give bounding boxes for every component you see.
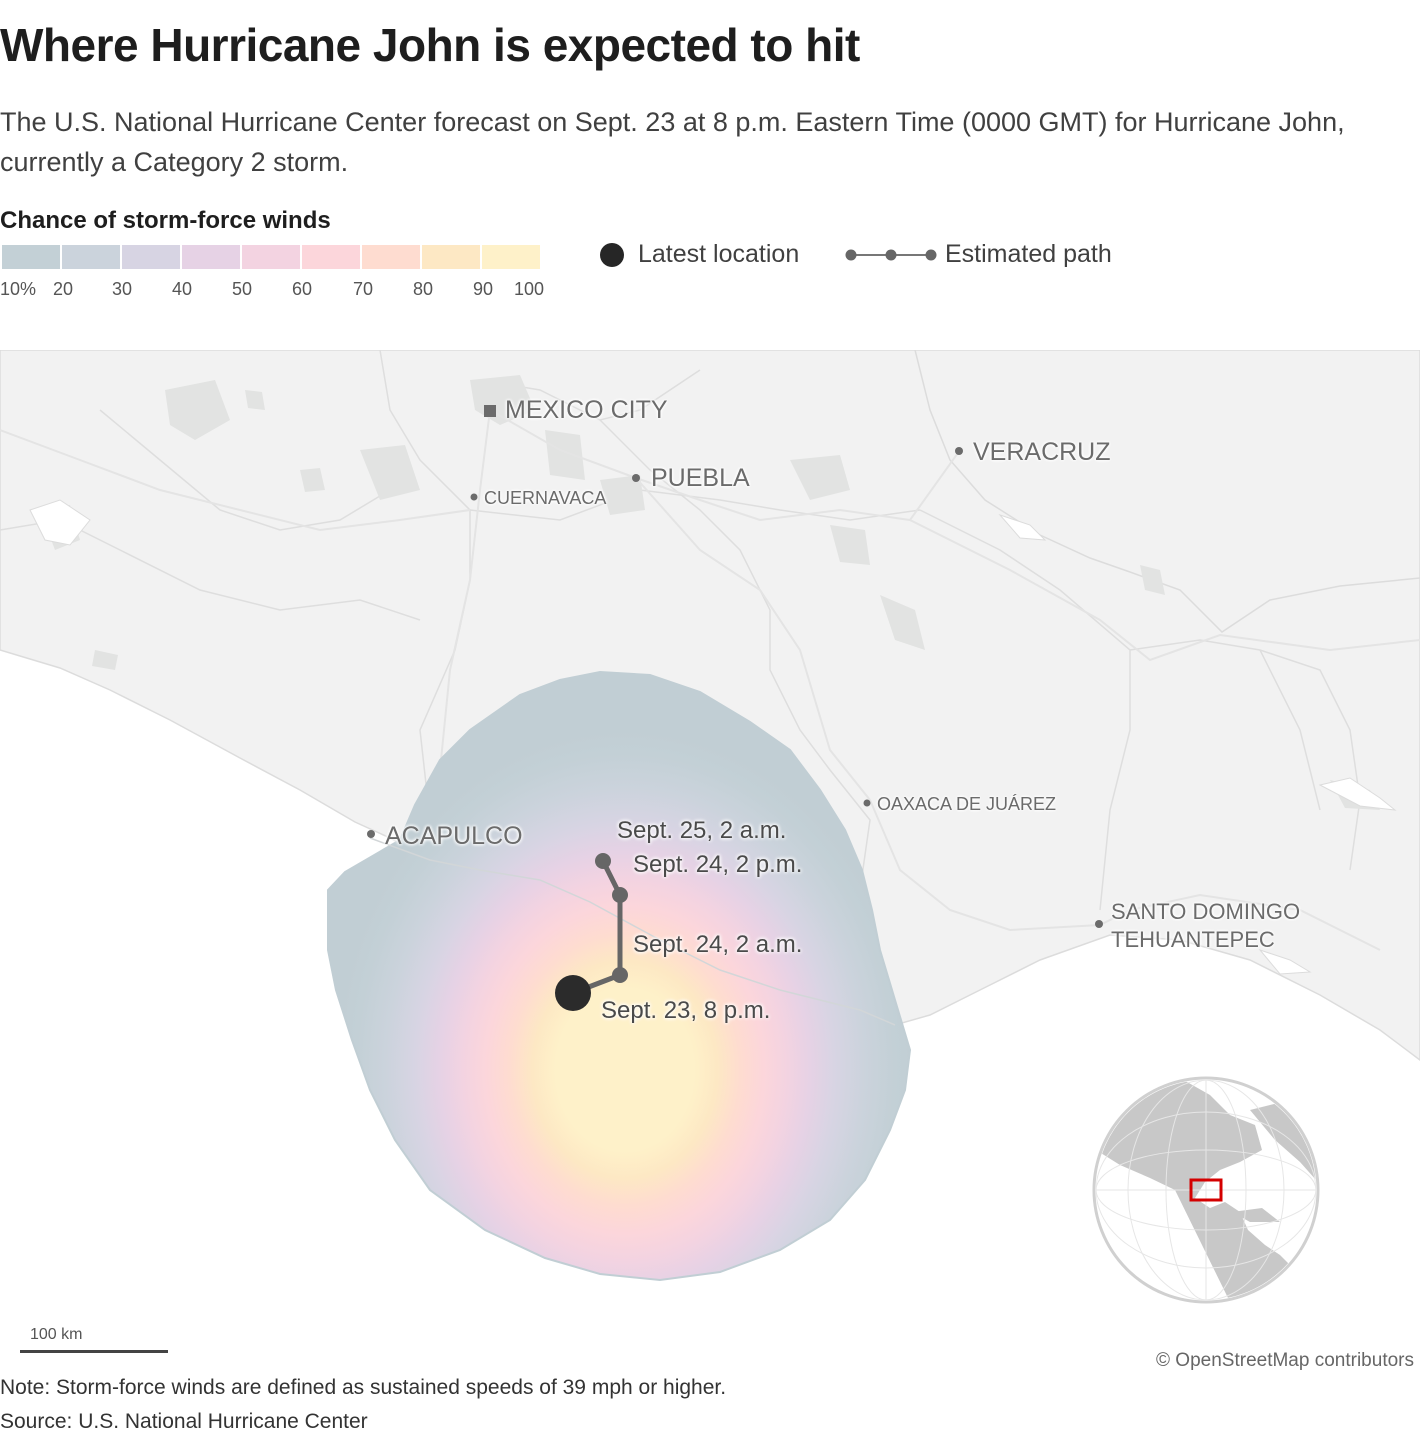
path-label-sept-23-8pm: Sept. 23, 8 p.m. — [601, 997, 771, 1024]
swatch-80-90 — [422, 245, 480, 269]
scale-tick: 20 — [53, 279, 74, 299]
map-attribution[interactable]: © OpenStreetMap contributors — [1156, 1350, 1414, 1371]
locator-globe — [1092, 1076, 1320, 1304]
legend-estimated-path: Estimated path — [845, 240, 1112, 269]
city-label-oaxaca: OAXACA DE JUÁREZ — [877, 794, 1057, 814]
city-label-tehuantepec: TEHUANTEPEC — [1111, 927, 1275, 952]
scale-tick: 70 — [353, 279, 374, 299]
footnote: Note: Storm-force winds are defined as s… — [0, 1376, 727, 1399]
legend-latest-location-label: Latest location — [638, 240, 800, 268]
city-label-veracruz: VERACRUZ — [973, 438, 1111, 466]
scale-tick: 100 — [514, 279, 545, 299]
path-point-sept-24-2am — [612, 967, 628, 983]
urban-patches — [40, 375, 1380, 810]
swatch-70-80 — [362, 245, 420, 269]
scale-tick: 30 — [112, 279, 133, 299]
scale-tick: 50 — [232, 279, 253, 299]
latest-location-dot-icon — [600, 242, 624, 267]
path-label-sept-24-2am: Sept. 24, 2 a.m. — [633, 931, 803, 958]
estimated-path — [555, 853, 628, 1011]
water-features — [29, 499, 1397, 975]
capital-marker-icon — [484, 405, 496, 417]
legend-title: Chance of storm-force winds — [0, 207, 331, 234]
city-label-cuernavaca: CUERNAVACA — [484, 488, 607, 508]
swatch-10-20 — [2, 245, 60, 269]
swatch-60-70 — [302, 245, 360, 269]
path-point-sept-25-2am — [595, 853, 611, 869]
legend-estimated-path-label: Estimated path — [945, 240, 1112, 268]
city-markers — [367, 405, 1103, 928]
page-title: Where Hurricane John is expected to hit — [0, 19, 860, 71]
path-label-sept-24-2pm: Sept. 24, 2 p.m. — [633, 851, 803, 878]
swatch-50-60 — [242, 245, 300, 269]
scale-bar — [20, 1350, 168, 1353]
scale-tick: 60 — [292, 279, 313, 299]
path-label-sept-25-2am: Sept. 25, 2 a.m. — [617, 817, 787, 844]
scale-bar-label: 100 km — [30, 1326, 83, 1343]
city-label-mexico-city: MEXICO CITY — [505, 396, 668, 424]
scale-tick: 10% — [0, 279, 37, 299]
source-note: Source: U.S. National Hurricane Center — [0, 1410, 368, 1433]
page-subtitle: The U.S. National Hurricane Center forec… — [0, 107, 1345, 177]
scale-tick: 90 — [473, 279, 494, 299]
city-label-puebla: PUEBLA — [651, 464, 750, 492]
scale-tick: 80 — [413, 279, 434, 299]
swatch-40-50 — [182, 245, 240, 269]
latest-location-marker — [555, 975, 591, 1011]
coastline — [369, 837, 896, 1026]
swatch-20-30 — [62, 245, 120, 269]
estimated-path-icon — [845, 249, 937, 260]
locator-box — [1189, 1178, 1223, 1202]
hurricane-map[interactable] — [0, 350, 1420, 1340]
scale-tick: 40 — [172, 279, 193, 299]
city-label-acapulco: ACAPULCO — [385, 822, 523, 850]
path-point-sept-24-2pm — [612, 887, 628, 903]
city-label-santo-domingo: SANTO DOMINGO — [1111, 899, 1301, 924]
swatch-30-40 — [122, 245, 180, 269]
swatch-90-100 — [482, 245, 540, 269]
probability-color-scale — [2, 245, 540, 269]
legend-latest-location: Latest location — [600, 240, 799, 269]
